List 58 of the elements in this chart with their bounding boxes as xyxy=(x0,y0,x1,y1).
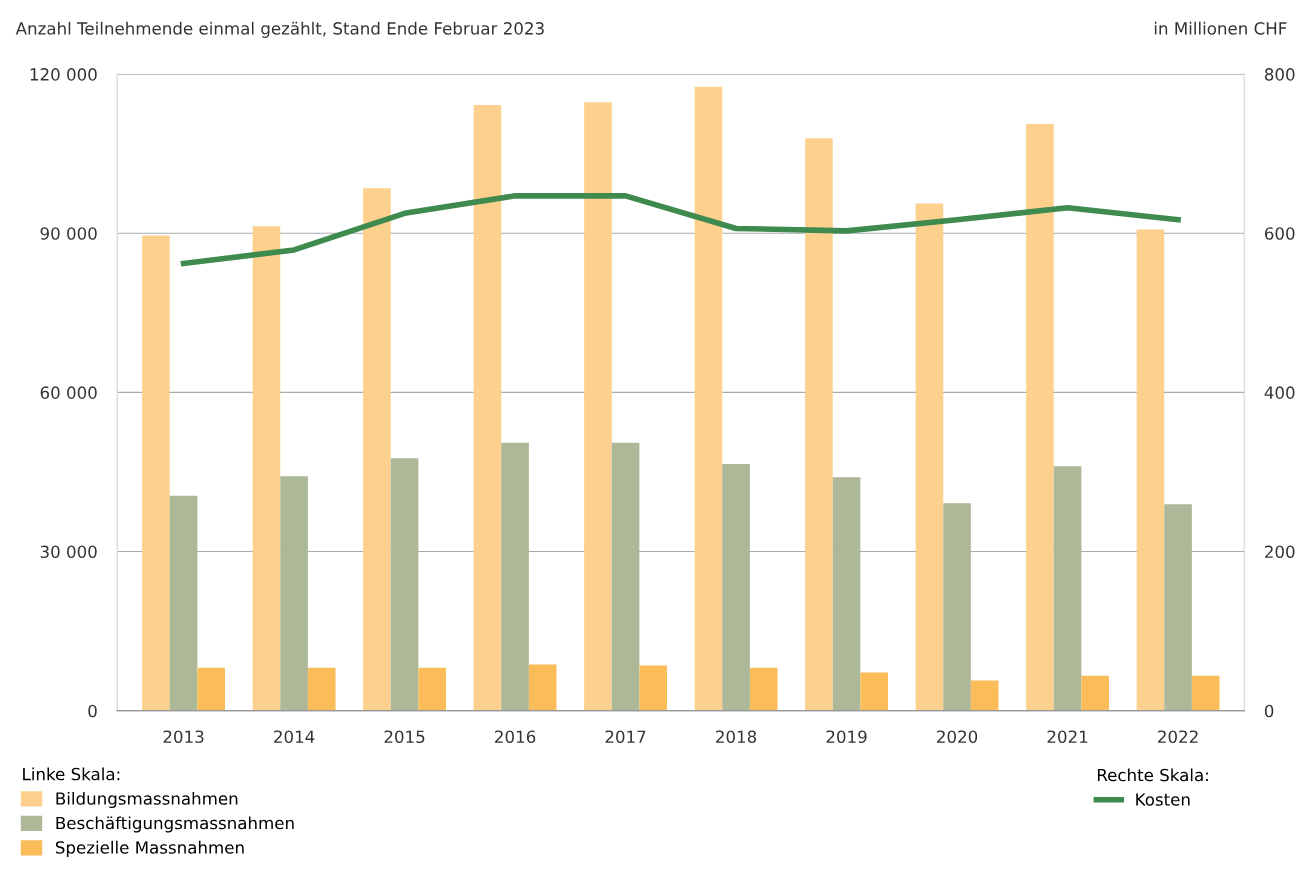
y-tick-label: 120 000 xyxy=(30,68,97,81)
bar xyxy=(832,477,861,711)
x-tick-label: 2021 xyxy=(1047,730,1088,744)
bar xyxy=(280,476,308,711)
bar xyxy=(639,665,668,711)
x-tick-label: 2013 xyxy=(163,730,204,744)
bar xyxy=(197,667,226,711)
bar xyxy=(694,86,723,711)
y-axis-title: Anzahl Teilnehmende einmal gezählt, Stand Ende Februar 2023 xyxy=(15,21,544,38)
bar xyxy=(860,672,888,711)
bar xyxy=(943,503,971,711)
bar xyxy=(169,495,198,711)
text: Linke Skala: xyxy=(23,767,120,781)
x-tick-label: 2020 xyxy=(937,730,978,744)
y-tick-label: 0 xyxy=(88,704,97,718)
bar xyxy=(252,226,281,711)
y2-axis-title: in Millionen CHF xyxy=(1154,21,1287,35)
x-tick-label: 2016 xyxy=(495,730,536,744)
text: Rechte Skala: xyxy=(1097,768,1208,782)
bar xyxy=(528,664,557,711)
bar xyxy=(805,138,833,711)
bar xyxy=(390,458,419,711)
bar xyxy=(970,680,999,711)
y2-tick-label: 200 xyxy=(1265,545,1295,559)
y-tick-label: 90 000 xyxy=(40,227,97,240)
legend-label: Kosten xyxy=(1136,793,1190,806)
x-tick-label: 2014 xyxy=(274,730,315,744)
y2-tick-label: 400 xyxy=(1264,386,1295,399)
y-tick-label: 60 000 xyxy=(40,386,97,399)
bar xyxy=(1136,229,1165,711)
x-tick-label: 2017 xyxy=(605,730,646,744)
legend-label: Beschäftigungsmassnahmen xyxy=(56,816,294,833)
bar xyxy=(1081,675,1109,711)
y2-tick-label: 600 xyxy=(1264,227,1295,240)
y2-tick-label: 0 xyxy=(1264,704,1274,718)
x-tick-label: 2018 xyxy=(716,730,757,744)
x-tick-label: 2022 xyxy=(1158,730,1198,744)
bar xyxy=(1026,123,1054,711)
bar xyxy=(363,188,391,711)
x-tick-label: 2015 xyxy=(384,730,425,744)
legend-label: Spezielle Massnahmen xyxy=(55,840,244,857)
y2-tick-label: 800 xyxy=(1264,68,1295,81)
legend-label: Bildungsmassnahmen xyxy=(56,791,238,809)
bar xyxy=(915,203,944,711)
bar xyxy=(722,464,750,711)
bar xyxy=(1191,675,1220,711)
bar xyxy=(418,667,447,711)
y-tick-label: 30 000 xyxy=(40,545,97,559)
x-tick-label: 2019 xyxy=(826,730,867,744)
bar xyxy=(142,235,170,711)
bar xyxy=(1164,504,1192,711)
bar xyxy=(473,104,502,711)
bar xyxy=(501,442,529,711)
bar xyxy=(307,667,336,711)
bar xyxy=(749,667,778,711)
bar xyxy=(1053,466,1082,711)
bar xyxy=(611,442,640,711)
bar xyxy=(584,102,612,711)
